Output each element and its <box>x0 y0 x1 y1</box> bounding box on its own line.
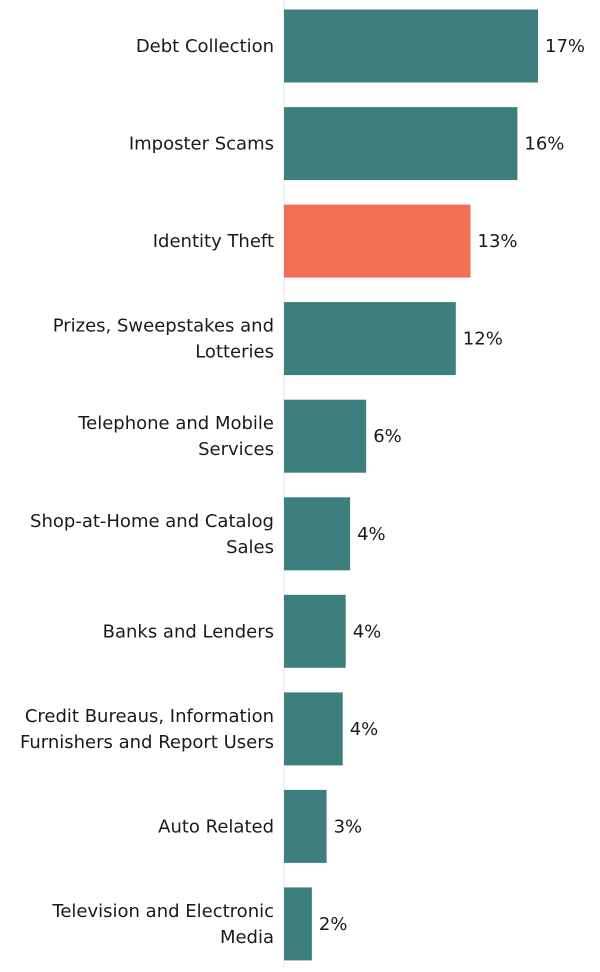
bar-7 <box>284 692 343 766</box>
category-label-1: Imposter Scams <box>129 134 274 155</box>
category-label-4-line-1: Services <box>198 439 274 460</box>
bar-2 <box>284 204 471 278</box>
value-label-5: 4% <box>357 524 386 545</box>
category-label-5-line-0: Shop-at-Home and Catalog <box>30 511 274 532</box>
category-label-9-line-1: Media <box>220 927 274 948</box>
category-label-7-line-0: Credit Bureaus, Information <box>25 706 274 727</box>
value-label-3: 12% <box>463 329 503 350</box>
category-label-0: Debt Collection <box>136 36 274 57</box>
category-label-7-line-1: Furnishers and Report Users <box>20 732 274 753</box>
bar-3 <box>284 302 456 376</box>
bar-1 <box>284 107 518 181</box>
bar-9 <box>284 887 312 961</box>
value-label-0: 17% <box>545 36 585 57</box>
category-label-3-line-0: Prizes, Sweepstakes and <box>53 316 274 337</box>
bar-5 <box>284 497 351 571</box>
category-label-2: Identity Theft <box>153 231 274 252</box>
category-label-4-line-0: Telephone and Mobile <box>77 413 274 434</box>
value-label-8: 3% <box>334 816 363 837</box>
value-label-2: 13% <box>478 231 518 252</box>
category-label-8: Auto Related <box>158 816 274 837</box>
category-label-9-line-0: Television and Electronic <box>51 901 274 922</box>
category-label-6: Banks and Lenders <box>103 621 274 642</box>
category-label-5-line-1: Sales <box>226 537 274 558</box>
value-label-4: 6% <box>373 426 402 447</box>
bar-6 <box>284 594 346 668</box>
bar-8 <box>284 789 327 863</box>
bar-0 <box>284 9 538 83</box>
value-label-6: 4% <box>353 621 382 642</box>
bar-4 <box>284 399 367 473</box>
value-label-1: 16% <box>524 134 564 155</box>
value-label-7: 4% <box>350 719 379 740</box>
category-label-3-line-1: Lotteries <box>195 342 274 363</box>
value-label-9: 2% <box>319 914 348 935</box>
